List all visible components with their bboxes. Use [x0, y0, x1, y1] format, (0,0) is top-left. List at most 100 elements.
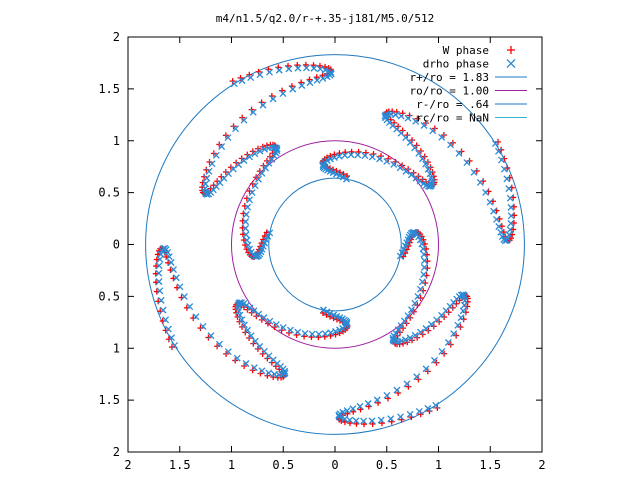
drho-point-196 — [246, 245, 254, 253]
drho-point-357 — [156, 287, 164, 295]
drho-point-205 — [248, 189, 256, 197]
drho-point-88 — [415, 407, 423, 415]
drho-point-172 — [507, 219, 515, 227]
drho-point-239 — [203, 174, 211, 182]
drho-point-300 — [255, 310, 263, 318]
drho-point-108 — [341, 151, 349, 159]
drho-point-338 — [199, 322, 207, 330]
drho-point-116 — [396, 164, 404, 172]
drho-point-72 — [349, 405, 357, 413]
drho-point-204 — [246, 196, 254, 204]
drho-point-269 — [256, 71, 264, 79]
drho-point-171 — [506, 226, 514, 234]
drho-point-200 — [242, 224, 250, 232]
x-tick-label: 2 — [124, 458, 131, 472]
drho-point-147 — [392, 111, 399, 119]
drho-point-362 — [168, 334, 175, 342]
drho-point-86 — [397, 413, 404, 421]
drho-point-203 — [244, 203, 252, 211]
drho-point-211 — [268, 155, 276, 163]
drho-point-159 — [482, 188, 490, 196]
w-point-46 — [445, 309, 452, 316]
axis-ticks: 2 1.5 1 0.5 0 0.5 1 1.5 221.510.500.511.52 — [98, 30, 545, 472]
legend-label-3: ro/ro = 1.00 — [410, 85, 489, 98]
drho-point-268 — [266, 68, 273, 76]
drho-point-288 — [332, 328, 339, 335]
drho-point-331 — [258, 367, 266, 375]
y-tick-label: 1 — [113, 341, 120, 355]
drho-point-53 — [460, 291, 468, 299]
drho-point-150 — [412, 117, 420, 125]
drho-point-59 — [454, 321, 462, 329]
drho-point-265 — [294, 64, 302, 72]
w-point-15 — [421, 240, 428, 247]
drho-point-176 — [505, 185, 513, 193]
drho-point-251 — [289, 85, 297, 93]
drho-point-170 — [505, 231, 513, 239]
drho-point-197 — [244, 241, 252, 249]
y-tick-label: 1.5 — [98, 82, 120, 96]
drho-point-238 — [202, 180, 210, 188]
w-point-205 — [246, 187, 253, 194]
y-tick-label: 0.5 — [98, 289, 120, 303]
w-point-156 — [466, 157, 473, 164]
w-point-247 — [248, 106, 255, 113]
drho-point-202 — [242, 211, 250, 218]
drho-point-130 — [424, 165, 432, 173]
legend-label-5: rc/ro = NaN — [416, 112, 489, 125]
drho-point-64 — [422, 365, 430, 373]
x-tick-label: 1 — [228, 458, 235, 472]
drho-point-302 — [246, 304, 254, 312]
drho-point-91 — [343, 175, 350, 183]
drho-point-199 — [242, 231, 250, 239]
drho-point-241 — [208, 160, 216, 168]
drho-point-128 — [427, 174, 435, 182]
drho-point-132 — [419, 155, 426, 163]
drho-point-14 — [416, 236, 424, 244]
drho-point-68 — [383, 392, 391, 399]
drho-point-298 — [266, 317, 274, 325]
drho-point-15 — [418, 240, 426, 248]
circle-0 — [145, 54, 525, 435]
drho-point-118 — [407, 171, 415, 179]
drho-point-346 — [165, 253, 173, 261]
drho-point-18 — [420, 257, 428, 265]
y-tick-label: 0 — [113, 238, 120, 252]
drho-point-264 — [302, 64, 310, 72]
drho-point-340 — [186, 303, 194, 311]
drho-point-333 — [242, 360, 250, 367]
drho-point-173 — [507, 212, 515, 220]
drho-point-129 — [426, 170, 434, 178]
w-point-338 — [197, 325, 204, 332]
drho-point-178 — [500, 165, 508, 173]
w-point-16 — [423, 245, 430, 252]
drho-point-175 — [506, 194, 514, 202]
drho-point-80 — [346, 416, 354, 424]
drho-point-263 — [310, 64, 318, 72]
drho-point-131 — [422, 160, 430, 168]
chart-title: m4/n1.5/q2.0/r-+.35-j181/M5.0/512 — [216, 12, 435, 25]
reference-circles — [145, 54, 525, 435]
drho-point-310 — [235, 307, 243, 315]
drho-point-62 — [438, 348, 446, 355]
drho-point-71 — [356, 402, 364, 410]
drho-point-16 — [419, 245, 427, 253]
drho-point-112 — [368, 153, 376, 161]
w-point-296 — [278, 327, 285, 334]
circle-2 — [268, 177, 402, 312]
w-point-106 — [331, 151, 338, 158]
drho-point-354 — [155, 262, 163, 270]
w-point-197 — [242, 242, 249, 249]
drho-point-312 — [238, 316, 246, 324]
drho-point-301 — [250, 307, 258, 315]
drho-point-84 — [377, 416, 385, 424]
drho-point-183 — [264, 232, 272, 240]
drho-point-151 — [420, 122, 428, 129]
drho-point-293 — [301, 329, 309, 337]
legend-label-1: drho phase — [423, 58, 489, 71]
legend-label-2: r+/ro = 1.83 — [410, 71, 489, 84]
drho-point-313 — [240, 321, 248, 329]
w-point-289 — [327, 332, 334, 339]
drho-point-292 — [308, 330, 316, 338]
drho-point-105 — [327, 155, 334, 163]
